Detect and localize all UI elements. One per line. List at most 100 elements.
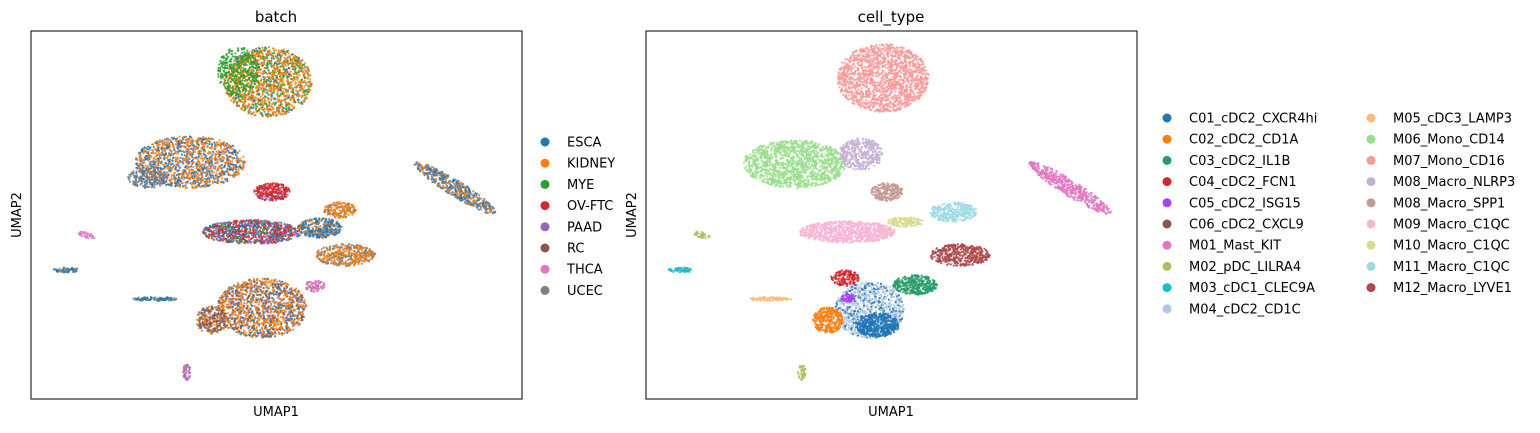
plot-area-frame (30, 30, 523, 400)
legend-item-m08-macro-spp1: M08_Macro_SPP1 (1366, 196, 1505, 211)
cluster-mono-cd16 (836, 43, 930, 113)
legend-item-thca: THCA (540, 263, 603, 278)
cluster-macro-c1qc-9 (799, 220, 896, 244)
cluster-macro-spp1 (870, 181, 904, 202)
cluster-bottom-tail (182, 363, 192, 381)
scatter-points (667, 43, 1112, 381)
legend-marker (540, 243, 550, 253)
x-axis-label: UMAP1 (868, 405, 914, 420)
legend: C01_cDC2_CXCR4hi C02_cDC2_CD1A C03_cDC2_IL… (1162, 112, 1515, 317)
legend-item-c04-cdc2-fcn1: C04_cDC2_FCN1 (1162, 175, 1297, 190)
cluster-cdc2-il1b (892, 274, 939, 296)
legend-item-rc: RC (540, 242, 584, 257)
legend-marker (1162, 240, 1172, 250)
cluster-cdc2-isg15 (840, 293, 856, 303)
cluster-bottom-pink (304, 279, 326, 293)
cluster-right-orange (315, 243, 376, 268)
legend-label: M09_Macro_C1QC (1393, 218, 1510, 233)
legend-item-c02-cdc2-cd1a: C02_cDC2_CD1A (1162, 133, 1298, 148)
cluster-macro-nlrp3 (839, 137, 884, 171)
cluster-top-left-green (217, 46, 259, 99)
legend-marker (1162, 261, 1172, 271)
x-axis-label: UMAP1 (253, 405, 299, 420)
legend-marker (1366, 155, 1376, 165)
legend-marker (540, 137, 550, 147)
cluster-cdc2-cd1a (812, 306, 844, 334)
cluster-mid-band (201, 219, 303, 245)
legend-marker (1162, 134, 1172, 144)
legend-label: M08_Macro_NLRP3 (1393, 175, 1515, 190)
legend-marker (1162, 113, 1172, 123)
cluster-mid-right (297, 217, 343, 239)
legend-marker (1162, 219, 1172, 229)
legend-marker (540, 179, 550, 189)
legend-marker (1366, 134, 1376, 144)
legend-label: M02_pDC_LILRA4 (1189, 260, 1301, 275)
legend-marker (540, 264, 550, 274)
cluster-macro-c1qc-11 (929, 201, 978, 223)
legend-item-m02-pdc-lilra4: M02_pDC_LILRA4 (1162, 260, 1301, 275)
legend-item-paad: PAAD (540, 220, 602, 235)
legend-marker (1162, 198, 1172, 208)
legend-marker (1366, 113, 1376, 123)
chart-title: cell_type (858, 8, 925, 27)
legend-label: UCEC (567, 284, 603, 299)
legend-label: C06_cDC2_CXCL9 (1189, 218, 1304, 233)
cluster-mast-kit (1028, 160, 1112, 215)
cluster-cdc1-clec9a (667, 266, 692, 274)
chart-title: batch (255, 8, 297, 26)
legend-marker (1162, 283, 1172, 293)
legend-label: M06_Mono_CD14 (1393, 133, 1505, 148)
legend-marker (540, 158, 550, 168)
legend: ESCA KIDNEY MYE OV-FTC PAAD RC THCA UCEC (540, 136, 615, 299)
legend-label: M12_Macro_LYVE1 (1393, 281, 1512, 296)
cluster-left-streak (132, 296, 178, 302)
legend-item-c03-cdc2-il1b: C03_cDC2_IL1B (1162, 154, 1290, 169)
cluster-mid-right-orange (323, 201, 357, 219)
cluster-macro-lyve1 (929, 243, 991, 267)
cluster-pdc-tail (796, 364, 807, 381)
cluster-mono-cd14 (742, 139, 847, 189)
legend-label: M04_cDC2_CD1C (1189, 302, 1301, 317)
legend-item-m08-macro-nlrp3: M08_Macro_NLRP3 (1366, 175, 1515, 190)
legend-item-m03-cdc1-clec9a: M03_cDC1_CLEC9A (1162, 281, 1315, 296)
legend-label: C01_cDC2_CXCR4hi (1189, 112, 1317, 127)
legend-item-c01-cdc2-cxcr4hi: C01_cDC2_CXCR4hi (1162, 112, 1317, 127)
legend-marker (1162, 177, 1172, 187)
legend-label: C03_cDC2_IL1B (1189, 154, 1290, 169)
cluster-mid-red (253, 182, 291, 202)
legend-item-kidney: KIDNEY (540, 157, 615, 172)
legend-marker (1366, 198, 1376, 208)
batch-panel: batch UMAP1 UMAP2 ESCA KIDNEY MYE OV-FTC PAA… (10, 8, 615, 420)
cluster-cdc3-lamp3 (749, 296, 793, 302)
cluster-bottom (216, 277, 308, 339)
legend-item-m10-macro-c1qc: M10_Macro_C1QC (1366, 239, 1510, 254)
legend-label: M08_Macro_SPP1 (1393, 196, 1505, 211)
legend-label: KIDNEY (567, 157, 615, 172)
legend-marker (540, 222, 550, 232)
legend-label: C02_cDC2_CD1A (1189, 133, 1298, 148)
legend-marker (1162, 304, 1172, 314)
legend-label: M05_cDC3_LAMP3 (1393, 112, 1512, 127)
legend-item-m09-macro-c1qc: M09_Macro_C1QC (1366, 218, 1510, 233)
legend-label: MYE (567, 178, 594, 193)
cluster-pdc-lilra4 (693, 230, 712, 240)
legend-item-ucec: UCEC (540, 284, 603, 299)
legend-label: M01_Mast_KIT (1189, 239, 1281, 254)
legend-marker (1366, 219, 1376, 229)
legend-item-m07-mono-cd16: M07_Mono_CD16 (1366, 154, 1505, 169)
legend-label: ESCA (567, 136, 602, 151)
scatter-points (52, 45, 497, 381)
legend-label: M07_Mono_CD16 (1393, 154, 1505, 169)
legend-item-m04-cdc2-cd1c: M04_cDC2_CD1C (1162, 302, 1301, 317)
legend-item-m05-cdc3-lamp3: M05_cDC3_LAMP3 (1366, 112, 1512, 127)
legend-item-m12-macro-lyve1: M12_Macro_LYVE1 (1366, 281, 1512, 296)
cluster-left-gray (127, 167, 169, 189)
legend-item-m11-macro-c1qc: M11_Macro_C1QC (1366, 260, 1510, 275)
legend-marker (1162, 155, 1172, 165)
legend-item-esca: ESCA (540, 136, 602, 151)
legend-marker (540, 285, 550, 295)
legend-item-c05-cdc2-isg15: C05_cDC2_ISG15 (1162, 196, 1301, 211)
cluster-bottom-left (196, 305, 228, 336)
